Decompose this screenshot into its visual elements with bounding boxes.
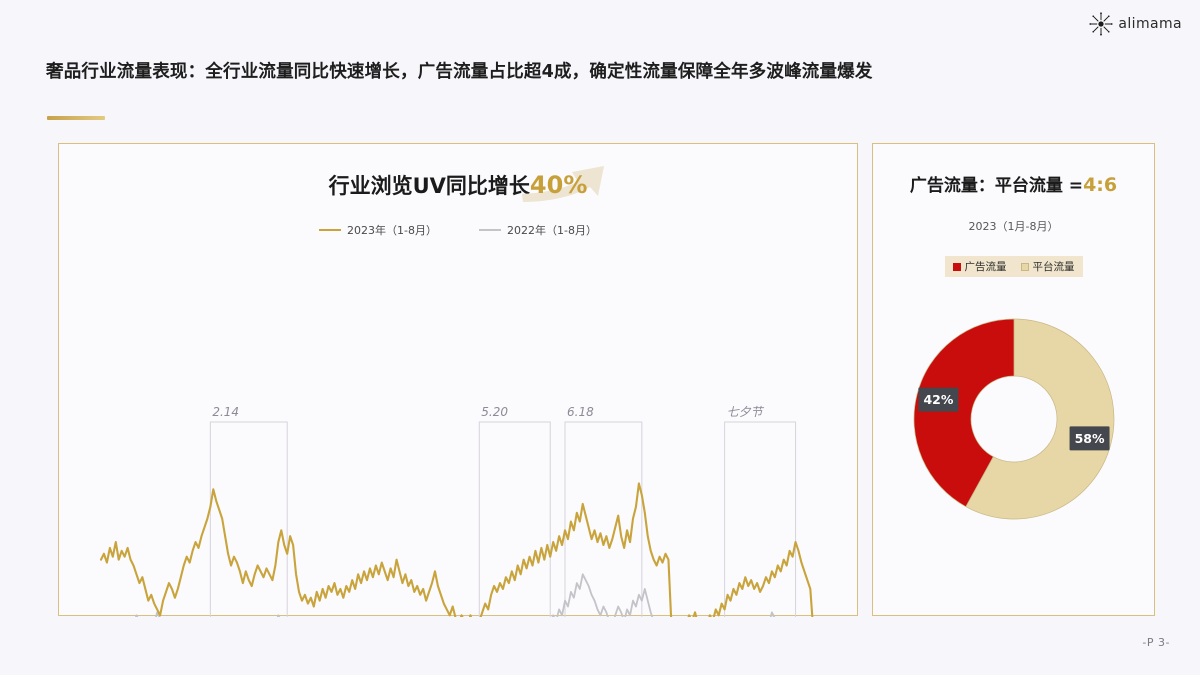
donut-value-chip	[918, 387, 959, 412]
brand-name: alimama	[1118, 16, 1182, 32]
legend-item-platform-traffic: 平台流量	[1020, 259, 1075, 274]
page-number: -P 3-	[1142, 636, 1170, 649]
donut-chart-panel: 广告流量：平台流量 =4:6 2023（1月-8月） 广告流量 平台流量 42%…	[872, 143, 1155, 616]
donut-slice-ad-traffic	[913, 318, 1015, 508]
legend-swatch-platform-traffic	[1020, 262, 1029, 271]
page-title: 奢品行业流量表现：全行业流量同比快速增长，广告流量占比超4成，确定性流量保障全年…	[46, 62, 873, 82]
annotation-box	[478, 421, 551, 617]
legend-swatch-ad-traffic	[952, 262, 961, 271]
donut-chart-title: 广告流量：平台流量 =4:6	[873, 171, 1154, 196]
donut-chart-title-text: 广告流量：平台流量 =	[909, 176, 1084, 196]
legend-item-ad-traffic: 广告流量	[952, 259, 1007, 274]
legend-item-2022: 2022年（1-8月）	[479, 222, 597, 238]
headline-accent-bar	[47, 116, 105, 120]
line-chart-plot: 2.145.206.18七夕节1/12/13/14/15/16/17/18/1	[99, 405, 814, 617]
legend-label-ad-traffic: 广告流量	[964, 261, 1007, 273]
annotation-label: 5.20	[481, 405, 508, 419]
brand-logo: alimama	[1089, 12, 1182, 36]
legend-swatch-2022	[479, 228, 501, 232]
annotation-label: 2.14	[212, 405, 239, 419]
annotation-box	[724, 421, 797, 617]
annotation-box	[209, 421, 288, 617]
legend-label-2023: 2023年（1-8月）	[347, 224, 437, 237]
legend-swatch-2023	[319, 228, 342, 232]
line-chart-panel: 行业浏览UV同比增长40% 2023年（1-8月） 2022年（1-8月） 2.…	[58, 143, 858, 617]
donut-value-label: 58%	[1075, 431, 1105, 446]
starburst-icon	[1089, 12, 1113, 36]
donut-slice-platform-traffic	[965, 318, 1115, 520]
line-chart-title-text: 行业浏览UV同比增长	[328, 174, 530, 198]
line-chart-legend: 2023年（1-8月） 2022年（1-8月）	[59, 222, 857, 238]
donut-chart-legend: 广告流量 平台流量	[944, 256, 1083, 277]
donut-chart-plot: 42% 58%	[913, 318, 1115, 520]
legend-label-2022: 2022年（1-8月）	[507, 224, 597, 237]
line-chart-growth-value: 40%	[529, 171, 588, 199]
legend-item-2023: 2023年（1-8月）	[319, 222, 437, 238]
annotation-label: 6.18	[567, 405, 594, 419]
annotation-box	[564, 421, 643, 617]
donut-value-label: 42%	[923, 392, 953, 407]
legend-label-platform-traffic: 平台流量	[1032, 261, 1075, 273]
donut-chart-subtitle: 2023（1月-8月）	[968, 220, 1059, 233]
donut-chart-ratio-value: 4:6	[1083, 174, 1118, 196]
annotation-label: 七夕节	[727, 405, 765, 419]
donut-value-chip	[1069, 426, 1110, 451]
line-series-2023	[99, 482, 814, 617]
